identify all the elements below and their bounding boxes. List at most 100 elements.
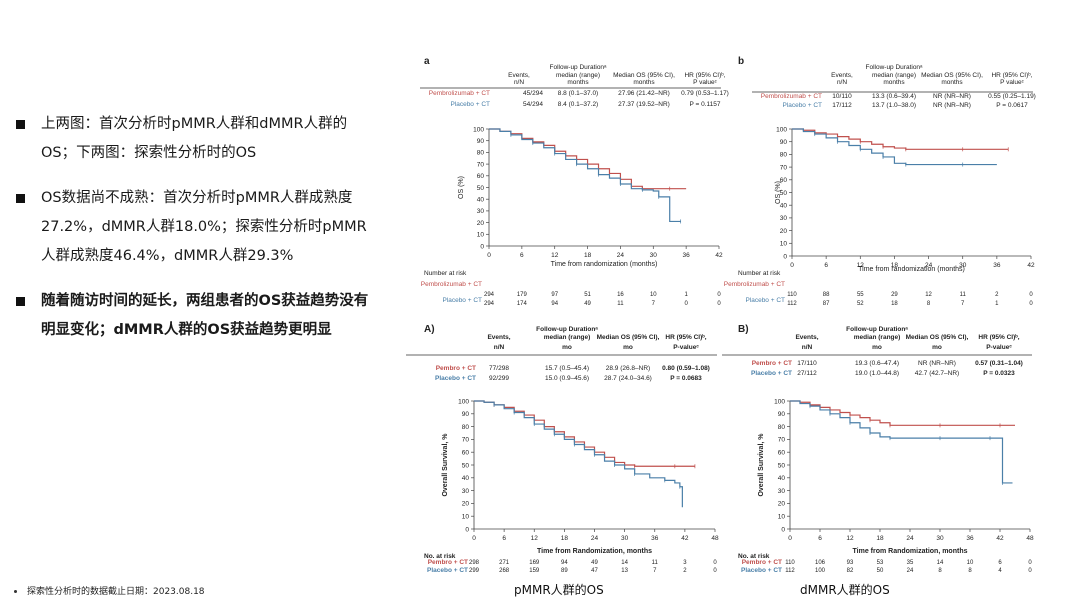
bullet-item-1: 上两图：首次分析时pMMR人群和dMMR人群的OS；下两图：探索性分析时的OS bbox=[14, 110, 379, 168]
y-tick-label: 60 bbox=[780, 177, 788, 184]
y-tick-label: 70 bbox=[477, 161, 485, 168]
y-tick-label: 80 bbox=[778, 424, 786, 431]
risk-count: 0 bbox=[717, 301, 721, 307]
table-cell: 45/294 bbox=[523, 90, 543, 97]
risk-table-title: No. at risk bbox=[424, 553, 456, 560]
table-header-text: HR (95% CI)ᵇ, bbox=[978, 334, 1019, 341]
x-tick-label: 36 bbox=[651, 535, 659, 542]
y-tick-label: 100 bbox=[458, 398, 469, 405]
table-cell: 17/112 bbox=[832, 102, 852, 109]
table-cell: 15.0 (0.9–45.6) bbox=[545, 375, 589, 382]
risk-count: 0 bbox=[1029, 301, 1033, 307]
risk-count: 271 bbox=[499, 560, 510, 566]
bullet-item-3: 随着随访时间的延长，两组患者的OS获益趋势没有明显变化；dMMR人群的OS获益趋… bbox=[14, 287, 379, 345]
y-tick-label: 0 bbox=[783, 253, 787, 260]
table-cell: 0.80 (0.59–1.08) bbox=[662, 365, 710, 372]
risk-count: 299 bbox=[469, 568, 480, 574]
y-tick-label: 100 bbox=[774, 398, 785, 405]
caption-dmmr: dMMR人群的OS bbox=[800, 583, 890, 597]
risk-count: 294 bbox=[484, 301, 495, 307]
y-tick-label: 30 bbox=[477, 208, 485, 215]
x-tick-label: 0 bbox=[472, 535, 476, 542]
y-tick-label: 50 bbox=[778, 462, 786, 469]
risk-count: 112 bbox=[787, 301, 797, 307]
table-header-text: mo bbox=[932, 344, 942, 351]
x-tick-label: 12 bbox=[531, 535, 539, 542]
table-cell: 28.7 (24.0–34.6) bbox=[604, 375, 652, 382]
table-cell: 27.37 (19.52–NR) bbox=[618, 101, 670, 108]
risk-table-title: No. at risk bbox=[738, 553, 770, 560]
y-tick-label: 70 bbox=[780, 164, 788, 171]
footnote-text: 探索性分析时的数据截止日期：2023.08.18 bbox=[27, 587, 205, 597]
y-tick-label: 90 bbox=[462, 411, 470, 418]
table-header-text: Follow-up Durationᵃ bbox=[550, 64, 608, 71]
bullet-text: 上两图：首次分析时pMMR人群和dMMR人群的OS；下两图：探索性分析时的OS bbox=[41, 116, 348, 161]
table-header-text: HR (95% CI)ᵇ, bbox=[991, 72, 1032, 79]
risk-count: 3 bbox=[683, 560, 687, 566]
panel-label: b bbox=[738, 56, 744, 67]
table-header-text: mo bbox=[562, 344, 572, 351]
table-header-text: P valueᶜ bbox=[693, 79, 718, 86]
x-axis-label: Time from randomization (months) bbox=[858, 266, 965, 273]
km-curve-pembro bbox=[792, 128, 1009, 150]
risk-count: 0 bbox=[1028, 560, 1032, 566]
x-tick-label: 48 bbox=[1026, 535, 1034, 542]
table-cell: NR (NR–NR) bbox=[933, 102, 971, 109]
panel-label: a bbox=[424, 56, 430, 67]
risk-count: 100 bbox=[815, 568, 826, 574]
x-tick-label: 24 bbox=[906, 535, 914, 542]
y-tick-label: 70 bbox=[778, 437, 786, 444]
y-tick-label: 60 bbox=[462, 450, 470, 457]
risk-count: 174 bbox=[517, 301, 528, 307]
risk-count: 97 bbox=[551, 292, 558, 298]
risk-row-label: Pembro + CT bbox=[742, 559, 782, 566]
y-tick-label: 0 bbox=[781, 526, 785, 533]
x-tick-label: 42 bbox=[1027, 262, 1035, 269]
table-cell: 27/112 bbox=[797, 370, 817, 377]
risk-count: 13 bbox=[621, 568, 628, 574]
y-tick-label: 100 bbox=[473, 126, 484, 133]
table-header-text: Median OS (95% CI), bbox=[597, 334, 660, 341]
table-arm-label: Pembro + CT bbox=[752, 360, 792, 367]
table-cell: 17/110 bbox=[797, 360, 817, 367]
km-curve-placebo bbox=[474, 400, 683, 508]
y-tick-label: 40 bbox=[462, 475, 470, 482]
y-tick-label: 90 bbox=[780, 139, 788, 146]
table-header-text: HR (95% CI)ᵇ, bbox=[684, 72, 725, 79]
table-cell: 28.9 (26.8–NR) bbox=[606, 365, 650, 372]
y-tick-label: 30 bbox=[780, 215, 788, 222]
km-curve-pembro bbox=[474, 400, 695, 467]
risk-count: 16 bbox=[617, 292, 624, 298]
risk-count: 110 bbox=[787, 292, 797, 298]
risk-count: 179 bbox=[517, 292, 528, 298]
risk-count: 89 bbox=[561, 568, 568, 574]
risk-count: 87 bbox=[823, 301, 830, 307]
x-tick-label: 6 bbox=[520, 252, 524, 259]
y-tick-label: 10 bbox=[462, 514, 470, 521]
table-header-text: Follow-up Durationᵃ bbox=[846, 326, 908, 333]
panel-label: A) bbox=[424, 324, 435, 335]
table-arm-label: Placebo + CT bbox=[751, 370, 792, 377]
table-cell: 0.57 (0.31–1.04) bbox=[975, 360, 1023, 367]
square-bullet-icon bbox=[16, 120, 25, 129]
risk-count: 8 bbox=[968, 568, 972, 574]
y-tick-label: 80 bbox=[780, 152, 788, 159]
risk-count: 110 bbox=[785, 560, 795, 566]
risk-count: 35 bbox=[907, 560, 914, 566]
y-tick-label: 50 bbox=[780, 190, 788, 197]
risk-count: 0 bbox=[713, 560, 717, 566]
x-tick-label: 6 bbox=[818, 535, 822, 542]
risk-count: 8 bbox=[927, 301, 931, 307]
table-header-text: Events, bbox=[508, 72, 530, 79]
risk-row-label: Placebo + CT bbox=[442, 297, 482, 304]
y-tick-label: 40 bbox=[780, 203, 788, 210]
table-cell: NR (NR–NR) bbox=[918, 360, 956, 367]
table-header-text: Median OS (95% CI), bbox=[921, 72, 983, 79]
risk-count: 294 bbox=[484, 292, 495, 298]
x-tick-label: 18 bbox=[891, 262, 899, 269]
x-tick-label: 18 bbox=[584, 252, 592, 259]
